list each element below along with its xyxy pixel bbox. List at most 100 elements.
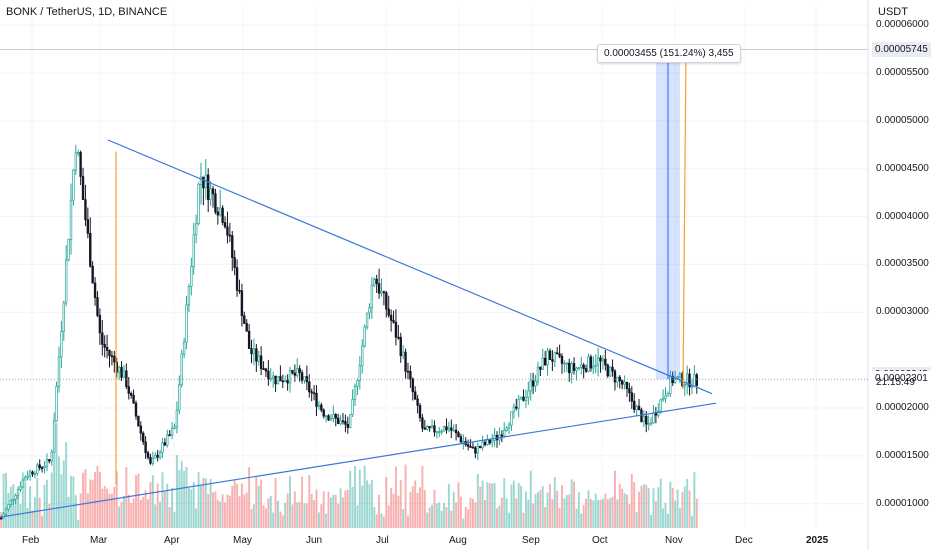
volume-bar xyxy=(86,493,89,528)
candle-body xyxy=(259,355,263,369)
candle-body xyxy=(346,423,349,428)
volume-bar xyxy=(233,480,236,528)
candle-body xyxy=(452,429,455,432)
volume-bar xyxy=(60,474,63,528)
candle-body xyxy=(103,343,106,348)
candle-body xyxy=(320,404,323,411)
volume-bar xyxy=(185,466,188,528)
candle-body xyxy=(182,341,186,355)
volume-bar xyxy=(640,485,643,528)
time-tick-label: Feb xyxy=(22,535,40,546)
grid xyxy=(0,0,869,550)
candle-body xyxy=(645,415,648,425)
candle-body xyxy=(279,376,282,382)
candle-body xyxy=(647,423,650,425)
candle-body xyxy=(288,369,292,384)
candle-body xyxy=(534,380,537,387)
candle-body xyxy=(642,415,646,422)
volume-bar xyxy=(549,484,551,528)
candle-body xyxy=(385,292,388,310)
volume-bar xyxy=(459,496,462,528)
volume-bar xyxy=(250,508,253,528)
volume-bar xyxy=(505,498,508,528)
volume-bar xyxy=(368,484,371,528)
candle-body xyxy=(151,457,155,464)
lower-trendline xyxy=(0,402,717,518)
candle-body xyxy=(695,374,698,386)
volume-bar xyxy=(481,480,484,528)
candle-body xyxy=(312,392,316,395)
candle-body xyxy=(57,356,61,387)
candle-body xyxy=(257,355,260,362)
candle-body xyxy=(211,188,215,195)
volume-bar xyxy=(31,510,34,528)
candle-body xyxy=(62,302,65,332)
candle-body xyxy=(93,282,97,298)
volume-bar xyxy=(38,497,41,528)
candle-body xyxy=(146,452,150,458)
candle-body xyxy=(21,479,25,488)
candle-body xyxy=(175,409,179,428)
volume-bar xyxy=(650,514,653,528)
candle-body xyxy=(556,352,559,355)
candle-body xyxy=(546,350,549,366)
volume-bar xyxy=(524,491,527,528)
candle-body xyxy=(661,398,665,401)
volume-bar xyxy=(96,465,99,528)
candle-body xyxy=(394,321,398,338)
candle-body xyxy=(14,495,17,500)
candle-body xyxy=(380,291,383,294)
candle-body xyxy=(541,357,544,370)
volume-bar xyxy=(45,479,48,528)
candle-body xyxy=(377,283,381,294)
volume-bar xyxy=(156,483,159,528)
volume-bar xyxy=(207,493,210,528)
volume-bar xyxy=(438,502,441,528)
candle-body xyxy=(142,432,145,443)
volume-bar xyxy=(695,498,698,528)
volume-bar xyxy=(180,460,183,528)
candle-body xyxy=(356,380,359,387)
volume-bar xyxy=(240,483,243,528)
measurement-label: 0.00003455 (151.24%) 3,455 xyxy=(597,44,741,63)
volume-bar xyxy=(671,487,674,528)
candle-body xyxy=(592,365,595,369)
candle-body xyxy=(606,364,609,377)
volume-bar xyxy=(628,503,631,528)
candle-body xyxy=(527,390,530,398)
candle-body xyxy=(240,290,244,317)
candle-body xyxy=(433,425,436,433)
candle-body xyxy=(113,355,116,363)
volume-bar xyxy=(681,492,684,528)
volume-bar xyxy=(274,477,277,528)
candle-body xyxy=(296,368,299,376)
candle-body xyxy=(209,188,212,201)
volume-bar xyxy=(544,507,547,528)
volume-bar xyxy=(89,479,92,528)
candle-body xyxy=(529,380,532,392)
volume-bar xyxy=(281,515,284,528)
volume-bar xyxy=(26,507,29,528)
volume-bar xyxy=(380,513,383,528)
volume-bar xyxy=(447,483,450,528)
volume-bar xyxy=(334,494,337,528)
candle-body xyxy=(517,398,520,409)
volume-bar xyxy=(139,499,142,528)
candle-body xyxy=(363,326,366,347)
candle-body xyxy=(625,381,629,389)
volume-bar xyxy=(375,514,378,528)
volume-bar xyxy=(171,487,174,528)
candle-body xyxy=(512,406,516,413)
volume-bar xyxy=(404,464,407,528)
volume-bar xyxy=(577,492,580,528)
volume-bar xyxy=(257,485,260,528)
volume-bar xyxy=(190,489,193,528)
volume-bar xyxy=(329,497,332,528)
volume-bar xyxy=(522,512,525,528)
volume-bar xyxy=(416,492,419,528)
candle-body xyxy=(185,304,188,343)
axis-currency[interactable]: USDT xyxy=(878,6,908,18)
candle-body xyxy=(568,362,571,374)
candle-body xyxy=(426,426,429,430)
